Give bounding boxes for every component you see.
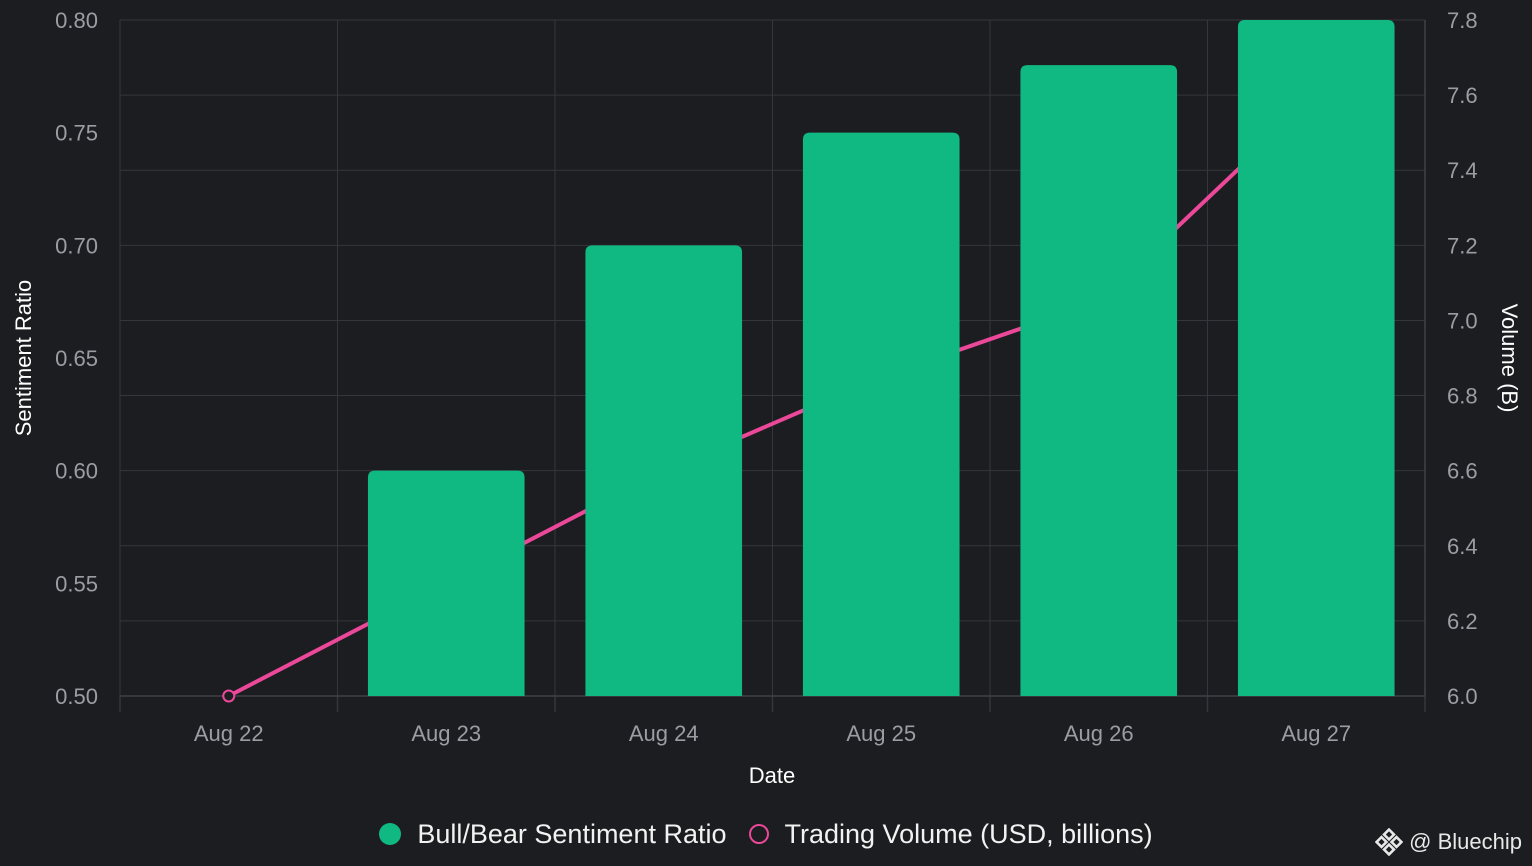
legend-bar-swatch-icon — [379, 823, 402, 845]
y2-tick-label: 7.6 — [1447, 83, 1478, 108]
y2-tick-label: 7.2 — [1447, 233, 1478, 258]
y-tick-label: 0.60 — [55, 459, 98, 484]
bluechip-diamond-logo-icon — [1375, 828, 1404, 856]
x-tick-label: Aug 26 — [1064, 721, 1134, 746]
legend-label-volume: Trading Volume (USD, billions) — [784, 818, 1153, 849]
y2-tick-label: 6.0 — [1447, 684, 1478, 709]
x-tick-label: Aug 23 — [411, 721, 481, 746]
chart: 0.50 0.55 0.60 0.65 0.70 0.75 0.80 6.0 6.2 6.4 6.6… — [11, 8, 1522, 788]
sentiment-bar-series — [367, 20, 1395, 697]
x-tick-label: Aug 22 — [194, 721, 264, 746]
tick-labels: 0.50 0.55 0.60 0.65 0.70 0.75 0.80 6.0 6.2 6.4 6.6… — [55, 8, 1477, 746]
axes — [119, 20, 1426, 712]
y-axis-title: Sentiment Ratio — [11, 280, 36, 437]
y-tick-label: 0.50 — [55, 684, 98, 709]
watermark: @ Bluechip — [1375, 828, 1522, 856]
y2-tick-label: 7.4 — [1447, 158, 1478, 183]
sentiment-bar — [1237, 20, 1395, 696]
sentiment-bar — [367, 470, 525, 696]
y-tick-label: 0.80 — [55, 8, 98, 33]
y2-axis-title: Volume (B) — [1497, 304, 1522, 413]
sentiment-bar — [585, 245, 743, 697]
legend: Bull/Bear Sentiment Ratio Trading Volume… — [0, 812, 1532, 856]
y2-tick-label: 7.8 — [1447, 8, 1478, 33]
legend-item-volume[interactable]: Trading Volume (USD, billions) — [748, 818, 1153, 850]
x-tick-label: Aug 24 — [629, 721, 699, 746]
watermark-text: @ Bluechip — [1409, 829, 1522, 854]
y2-tick-label: 6.4 — [1447, 534, 1478, 559]
x-tick-label: Aug 27 — [1281, 721, 1351, 746]
sentiment-bar — [1020, 65, 1178, 697]
y2-tick-label: 6.8 — [1447, 384, 1478, 409]
sentiment-bar — [802, 132, 960, 696]
y-tick-label: 0.75 — [55, 121, 98, 146]
legend-label-sentiment: Bull/Bear Sentiment Ratio — [417, 818, 727, 849]
grid-lines — [119, 19, 1426, 697]
volume-point — [222, 689, 236, 703]
y2-tick-label: 6.6 — [1447, 459, 1478, 484]
legend-item-sentiment[interactable]: Bull/Bear Sentiment Ratio — [379, 818, 727, 850]
x-tick-label: Aug 25 — [846, 721, 916, 746]
legend-line-swatch-icon — [748, 824, 769, 844]
y-tick-label: 0.70 — [55, 233, 98, 258]
y-tick-label: 0.55 — [55, 571, 98, 596]
x-axis-title: Date — [749, 763, 795, 788]
y2-tick-label: 7.0 — [1447, 308, 1478, 333]
y-tick-label: 0.65 — [55, 346, 98, 371]
y2-tick-label: 6.2 — [1447, 609, 1478, 634]
